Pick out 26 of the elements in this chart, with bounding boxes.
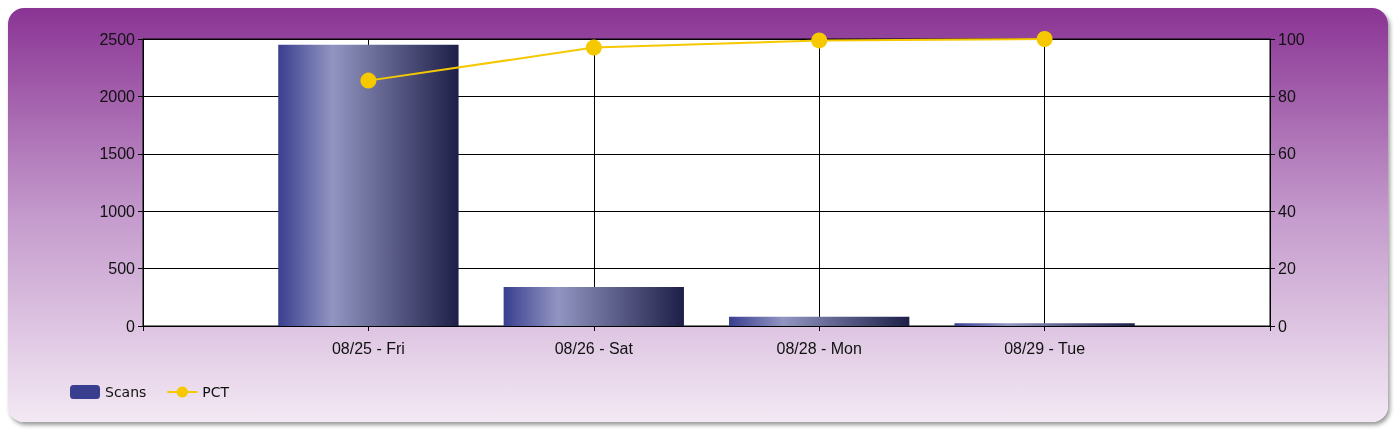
bar xyxy=(503,286,684,326)
y2-tick-label: 60 xyxy=(1278,145,1296,163)
x-tick-label: 08/25 - Fri xyxy=(331,339,405,357)
point xyxy=(1036,31,1053,47)
y2-tick-label: 100 xyxy=(1278,30,1305,48)
x-tick-label: 08/29 - Tue xyxy=(1004,339,1086,357)
y-tick-label: 0 xyxy=(126,317,136,335)
y-tick-label: 1000 xyxy=(99,202,136,220)
y2-tick-label: 0 xyxy=(1278,317,1287,335)
y-tick-label: 500 xyxy=(108,260,136,278)
bar xyxy=(729,316,910,326)
y-tick-label: 2000 xyxy=(99,87,136,105)
point xyxy=(811,32,828,49)
y2-tick-label: 80 xyxy=(1278,87,1296,105)
x-tick-label: 08/28 - Mon xyxy=(776,339,862,357)
bar xyxy=(278,44,459,326)
y-tick-label: 1500 xyxy=(99,145,136,163)
x-tick-label: 08/26 - Sat xyxy=(554,339,634,357)
point xyxy=(585,39,602,56)
y2-tick-label: 20 xyxy=(1278,260,1296,278)
y2-tick-label: 40 xyxy=(1278,202,1296,220)
legend-label: PCT xyxy=(202,384,230,400)
y-tick-label: 2500 xyxy=(99,30,136,48)
legend-label: Scans xyxy=(105,384,147,400)
bar xyxy=(954,323,1135,326)
point xyxy=(360,72,377,89)
